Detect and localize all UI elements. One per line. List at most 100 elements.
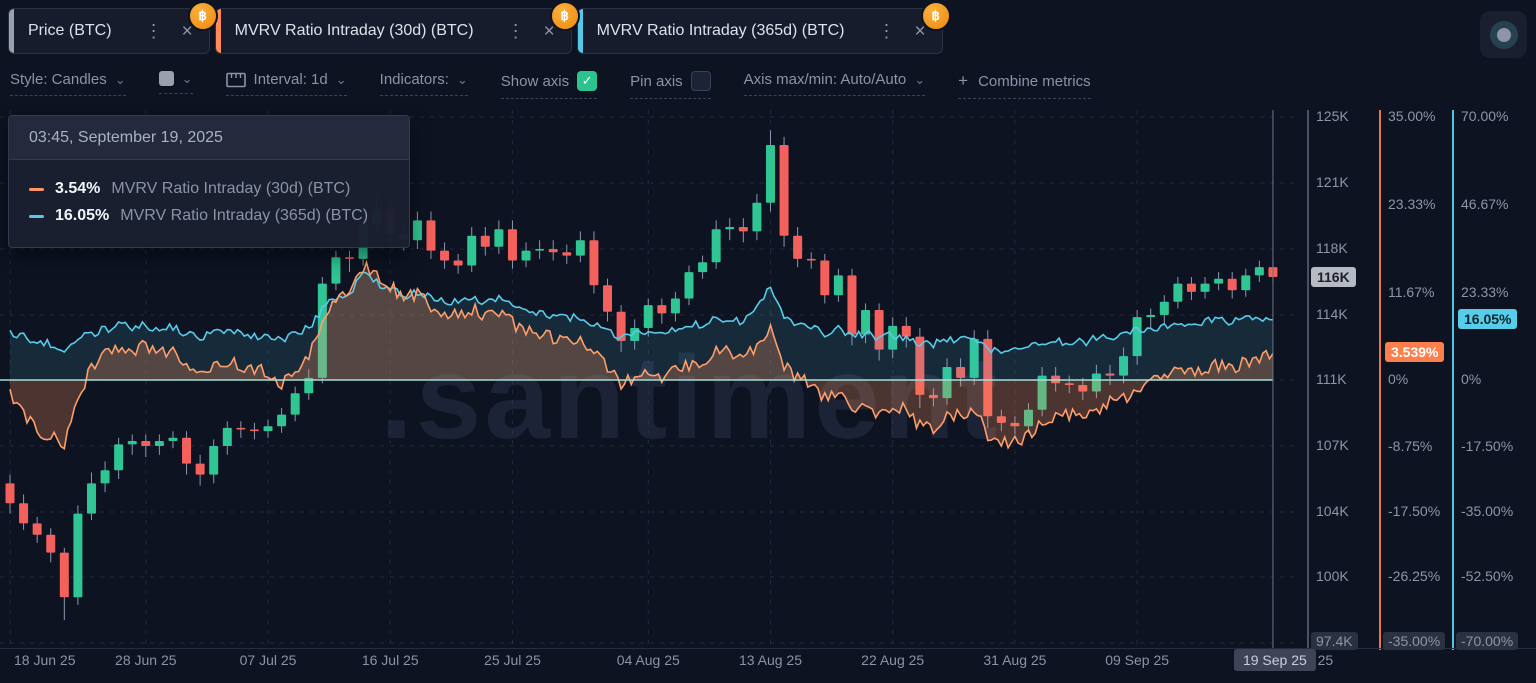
color-swatch-dropdown[interactable]: ⌄ [158, 71, 193, 94]
candle [942, 367, 952, 399]
candle [1119, 356, 1129, 376]
watermark: .santiment [380, 332, 1000, 464]
y-tick-label: 111K [1316, 371, 1347, 387]
tab-mvrv-30d[interactable]: MVRV Ratio Intraday (30d) (BTC) ⋮ × ฿ [214, 1, 580, 54]
series-dash-icon [29, 187, 44, 191]
tab-title: MVRV Ratio Intraday (365d) (BTC) [596, 22, 845, 39]
pin-axis-label: Pin axis [630, 72, 683, 90]
candle [168, 437, 178, 442]
candle [589, 240, 599, 286]
crosshair-date-badge: 19 Sep 25 [1233, 649, 1316, 671]
style-color-swatch [158, 71, 174, 86]
tab-price-btc[interactable]: Price (BTC) ⋮ × ฿ [8, 1, 218, 54]
candle [643, 305, 653, 328]
y-tick-label: -52.50% [1461, 568, 1514, 584]
candle [480, 235, 490, 247]
candle [46, 534, 56, 553]
candle [521, 250, 531, 261]
y-tick-label: 100K [1316, 568, 1349, 584]
tooltip-value: 3.54% [55, 180, 101, 197]
style-dropdown[interactable]: Style: Candles ⌄ [10, 71, 126, 96]
x-tick-label: 28 Jun 25 [115, 652, 177, 668]
santiment-logo-icon [1489, 20, 1518, 49]
candle [847, 275, 857, 335]
tab-menu-kebab-icon[interactable]: ⋮ [877, 21, 896, 41]
candle [738, 227, 748, 232]
candle [820, 260, 830, 296]
tab-title: MVRV Ratio Intraday (30d) (BTC) [234, 22, 474, 39]
bitcoin-badge-icon: ฿ [920, 1, 951, 31]
chevron-down-icon: ⌄ [335, 72, 347, 87]
santiment-logo-button[interactable] [1480, 11, 1527, 58]
tooltip-value: 16.05% [55, 207, 110, 224]
candle [331, 257, 341, 284]
candle [603, 285, 613, 312]
candle [32, 523, 42, 535]
mvrv30-axis-line[interactable] [1379, 110, 1381, 650]
chevron-down-icon: ⌄ [181, 71, 193, 86]
y-tick-label: 0% [1461, 371, 1482, 387]
candle [575, 240, 585, 256]
candle [1159, 301, 1169, 315]
y-tick-label: -17.50% [1461, 438, 1514, 454]
price-axis-line[interactable] [1307, 110, 1309, 650]
tab-close-icon[interactable]: × [914, 20, 926, 42]
x-tick-label: 18 Jun 25 [14, 652, 76, 668]
candle [114, 444, 124, 471]
mvrv365-axis-line[interactable] [1452, 110, 1454, 650]
show-axis-label: Show axis [500, 72, 570, 90]
y-tick-label: -35.00% [1383, 632, 1446, 650]
candle [535, 249, 545, 251]
axis-maxmin-dropdown[interactable]: Axis max/min: Auto/Auto ⌄ [743, 71, 926, 96]
candle [1064, 383, 1074, 385]
candle [1010, 422, 1020, 427]
chart-canvas[interactable]: .santiment [0, 110, 1310, 650]
series-dash-icon [29, 214, 44, 218]
interval-label: Interval: 1d [253, 71, 328, 88]
x-tick-label: 09 Sep 25 [1105, 652, 1170, 668]
candles-layer [5, 130, 1278, 621]
x-tick-label: 13 Aug 25 [738, 652, 802, 668]
y-tick-label: 70.00% [1461, 108, 1509, 124]
bitcoin-badge-icon: ฿ [549, 1, 580, 31]
candle [1091, 373, 1101, 392]
tooltip-label: MVRV Ratio Intraday (365d) (BTC) [120, 207, 369, 224]
tab-close-icon[interactable]: × [543, 20, 555, 42]
candle [345, 257, 354, 259]
tab-close-icon[interactable]: × [181, 20, 193, 42]
show-axis-toggle[interactable]: Show axis ✓ [500, 71, 598, 99]
candle [983, 338, 993, 417]
interval-dropdown[interactable]: Interval: 1d ⌄ [225, 71, 347, 96]
y-tick-label: -8.75% [1388, 438, 1433, 454]
indicators-dropdown[interactable]: Indicators: ⌄ [379, 71, 468, 96]
candle [86, 483, 96, 514]
chevron-down-icon: ⌄ [914, 72, 926, 87]
candle [779, 145, 789, 236]
bitcoin-badge-icon: ฿ [187, 1, 218, 31]
candle [59, 552, 69, 598]
candle [806, 258, 816, 261]
candle [1227, 278, 1237, 291]
combine-metrics-button[interactable]: + Combine metrics [958, 71, 1091, 99]
candle [698, 262, 708, 273]
candle [127, 441, 137, 445]
candle [19, 503, 29, 524]
mvrv30-current-badge: 3.539% [1385, 342, 1445, 362]
pin-axis-toggle[interactable]: Pin axis [630, 71, 711, 99]
y-tick-label: 104K [1316, 503, 1349, 519]
show-axis-checkbox[interactable]: ✓ [577, 71, 598, 91]
tab-title: Price (BTC) [28, 22, 112, 39]
y-tick-label: 11.67% [1388, 284, 1435, 300]
tab-mvrv-365d[interactable]: MVRV Ratio Intraday (365d) (BTC) ⋮ × ฿ [576, 1, 951, 54]
candle [956, 367, 966, 378]
tab-menu-kebab-icon[interactable]: ⋮ [506, 21, 525, 41]
candle [236, 427, 246, 430]
candle [684, 272, 694, 299]
pin-axis-checkbox[interactable] [690, 71, 711, 91]
candle [1037, 375, 1047, 410]
tab-menu-kebab-icon[interactable]: ⋮ [144, 21, 163, 41]
y-tick-label: 118K [1316, 240, 1348, 256]
tab-accent-bar [9, 9, 14, 53]
candle [657, 305, 667, 314]
candle [507, 229, 517, 261]
